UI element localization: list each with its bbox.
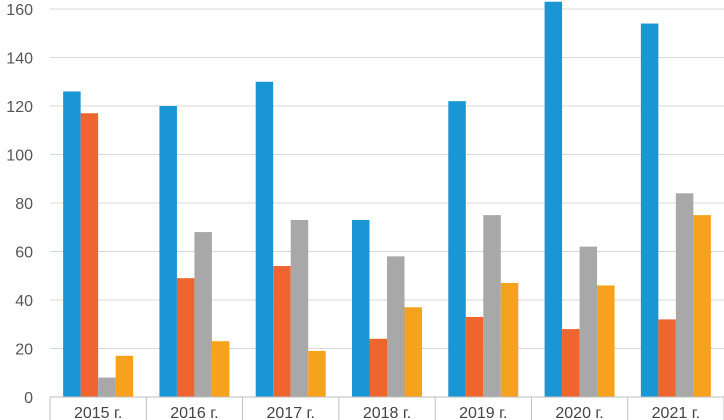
- y-axis-ticks: 0 20 40 60 80 100 120 140 160: [6, 2, 33, 407]
- bar: [500, 283, 519, 397]
- bar: [98, 377, 116, 397]
- x-axis: 2015 г. 2016 г. 2017 г. 2018 г. 2019 г. 2020 …: [49, 396, 724, 420]
- x-tick-label: 2016 г.: [170, 405, 218, 420]
- bar: [273, 266, 291, 397]
- bar: [465, 316, 484, 397]
- bar: [80, 113, 99, 398]
- bar: [544, 1, 563, 397]
- bar: [352, 219, 370, 397]
- y-tick-label: 60: [15, 245, 33, 262]
- y-tick-label: 160: [6, 2, 33, 19]
- bar: [369, 338, 387, 397]
- bar: [404, 307, 422, 397]
- bar: [387, 256, 405, 397]
- bar: [290, 219, 309, 397]
- bar: [597, 285, 615, 397]
- y-tick-label: 0: [24, 390, 33, 407]
- bar: [448, 101, 466, 398]
- y-tick-label: 120: [6, 99, 33, 116]
- x-tick-label: 2021 г.: [652, 405, 700, 420]
- y-tick-label: 80: [15, 196, 33, 213]
- bar: [693, 215, 711, 397]
- x-tick-label: 2018 г.: [363, 405, 411, 420]
- y-tick-label: 20: [15, 342, 33, 359]
- y-tick-label: 140: [6, 51, 33, 68]
- bar: [483, 215, 501, 397]
- bar: [63, 91, 81, 397]
- bar: [194, 232, 212, 397]
- bar: [211, 341, 230, 397]
- bar: [308, 350, 326, 397]
- bar: [255, 81, 274, 397]
- bar: [675, 193, 694, 397]
- x-tick-label: 2015 г.: [74, 405, 122, 420]
- y-tick-label: 40: [15, 293, 33, 310]
- bar: [579, 246, 598, 397]
- bars: [63, 1, 711, 398]
- x-tick-label: 2019 г.: [459, 405, 507, 420]
- bar: [176, 278, 195, 397]
- bar: [658, 319, 676, 397]
- x-tick-label: 2020 г.: [555, 405, 603, 420]
- bar: [640, 23, 659, 398]
- bar: [159, 106, 177, 397]
- x-tick-label: 2017 г.: [267, 405, 315, 420]
- bar: [562, 329, 580, 397]
- bar: [115, 355, 134, 397]
- y-tick-label: 100: [6, 148, 33, 165]
